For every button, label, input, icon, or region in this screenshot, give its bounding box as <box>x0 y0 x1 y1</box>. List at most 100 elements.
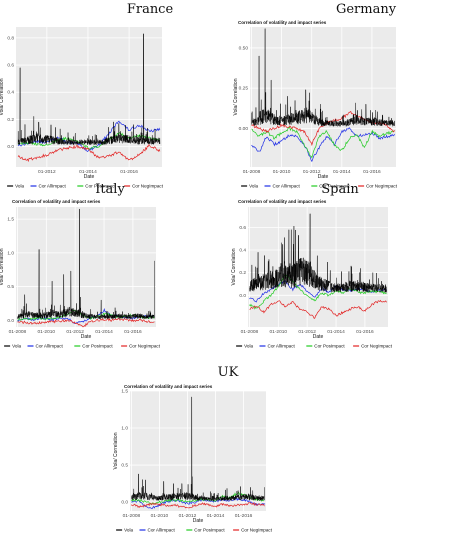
series-line-vola <box>251 28 395 127</box>
plot-area <box>16 27 162 167</box>
x-tick-label: 01-2008 <box>243 169 261 175</box>
legend-label: Cor NegImpact <box>241 528 273 533</box>
country-title: UK <box>217 365 239 380</box>
legend-label: Cor AllImpact <box>36 344 64 349</box>
legend-label: Cor AllImpact <box>268 344 296 349</box>
y-tick-label: 0.00 <box>239 126 249 132</box>
legend-label: Cor AllImpact <box>273 184 301 189</box>
series-line-vola <box>131 396 265 502</box>
x-tick-label: 01-2016 <box>235 513 253 519</box>
y-axis-label: Vola/ Correlation <box>0 78 5 115</box>
x-tick-label: 01-2014 <box>207 513 225 519</box>
y-axis-label: Vola/ Correlation <box>233 78 239 115</box>
legend-label: Vola <box>12 344 21 349</box>
y-tick-label: 0.8 <box>7 35 14 41</box>
y-tick-label: 1.5 <box>7 217 14 223</box>
legend-label: Cor NegImpact <box>129 344 161 349</box>
chart-subtitle: Correlation of volatility and impact ser… <box>12 199 101 204</box>
x-tick-label: 01-2008 <box>9 329 27 335</box>
series-line-vola <box>17 208 155 320</box>
x-tick-label: 01-2016 <box>356 329 374 335</box>
chart-subtitle: Correlation of volatility and impact ser… <box>124 384 213 389</box>
y-tick-label: 0.4 <box>239 248 246 254</box>
series-line-cor-posimpact <box>249 274 387 310</box>
y-tick-label: 1.5 <box>121 389 128 395</box>
y-axis-label: Vola/ Correlation <box>0 248 5 285</box>
x-tick-label: 01-2010 <box>270 329 288 335</box>
country-title: Spain <box>321 182 359 197</box>
x-axis-label: Date <box>313 334 324 340</box>
x-tick-label: 01-2008 <box>241 329 259 335</box>
y-tick-label: 1.0 <box>7 250 14 256</box>
x-tick-label: 01-2014 <box>79 169 97 175</box>
x-tick-label: 01-2012 <box>303 169 321 175</box>
series-line-cor-negimpact <box>17 143 161 163</box>
chart-france: 0.0 0.2 0.4 0.6 0.8 01-2012 01-2014 01-2016 Date… <box>0 27 164 189</box>
series-line-vola <box>17 33 161 146</box>
y-tick-label: 1.0 <box>121 426 128 432</box>
series-line-cor-negimpact <box>249 299 387 319</box>
x-tick-label: 01-2012 <box>298 329 316 335</box>
legend-label: Cor PosImpact <box>85 184 116 189</box>
legend-label: Cor AllImpact <box>148 528 176 533</box>
legend-label: Cor PosImpact <box>194 528 225 533</box>
legend-label: Cor NegImpact <box>132 184 164 189</box>
country-title: Germany <box>335 2 397 17</box>
y-tick-label: 0.0 <box>7 318 14 324</box>
chart-germany: 0.00 0.25 0.50 01-2008 01-2010 01-2012 01-2014… <box>233 27 398 189</box>
y-tick-label: 0.0 <box>121 500 128 506</box>
y-tick-label: 0.2 <box>7 117 14 123</box>
x-axis-label: Date <box>318 174 329 180</box>
chart-uk: 0.0 0.5 1.0 1.5 01-2008 01-2010 01-2012 01-2014… <box>113 389 273 533</box>
chart-spain: 0.0 0.2 0.4 0.6 01-2008 01-2010 01-2012 01-2014… <box>231 207 393 349</box>
legend-label: Cor PosImpact <box>314 344 345 349</box>
legend-label: Vola <box>244 344 253 349</box>
series-line-cor-negimpact <box>17 317 155 328</box>
x-tick-label: 01-2012 <box>38 169 56 175</box>
x-tick-label: 01-2014 <box>333 169 351 175</box>
legend-label: Vola <box>249 184 258 189</box>
plot-area <box>130 391 266 511</box>
country-title: France <box>126 2 174 17</box>
x-tick-label: 01-2012 <box>66 329 84 335</box>
series-line-cor-posimpact <box>251 126 395 159</box>
legend-label: Cor AllImpact <box>39 184 67 189</box>
y-tick-label: 0.6 <box>7 63 14 69</box>
series-line-cor-negimpact <box>131 502 265 509</box>
y-tick-label: 0.4 <box>7 90 14 96</box>
x-axis-label: Date <box>84 174 95 180</box>
y-tick-label: 0.5 <box>121 463 128 469</box>
y-tick-label: 0.25 <box>239 86 249 92</box>
chart-subtitle: Correlation of volatility and impact ser… <box>238 20 327 25</box>
legend-label: Vola <box>15 184 24 189</box>
legend-label: Cor PosImpact <box>319 184 350 189</box>
x-tick-label: 01-2012 <box>179 513 197 519</box>
x-tick-label: 01-2008 <box>123 513 141 519</box>
series-line-cor-allimpact <box>131 497 265 510</box>
x-tick-label: 01-2010 <box>38 329 56 335</box>
legend-label: Cor NegImpact <box>361 344 393 349</box>
legend-label: Cor PosImpact <box>82 344 113 349</box>
y-tick-label: 0.0 <box>239 293 246 299</box>
legend-label: Cor NegImpact <box>366 184 398 189</box>
y-axis-label: Vola/ Correlation <box>231 248 237 285</box>
chart-subtitle: Correlation of volatility and impact ser… <box>238 199 327 204</box>
x-tick-label: 01-2016 <box>124 329 142 335</box>
y-tick-label: 0.2 <box>239 270 246 276</box>
x-tick-label: 01-2016 <box>363 169 381 175</box>
x-tick-label: 01-2010 <box>273 169 291 175</box>
y-axis-label: Vola/ Correlation <box>113 432 119 469</box>
y-tick-label: 0.5 <box>7 284 14 290</box>
x-tick-label: 01-2014 <box>95 329 113 335</box>
y-tick-label: 0.50 <box>239 45 249 51</box>
x-tick-label: 01-2010 <box>151 513 169 519</box>
x-tick-label: 01-2014 <box>327 329 345 335</box>
y-tick-label: 0.0 <box>7 144 14 150</box>
x-axis-label: Date <box>193 518 204 524</box>
x-tick-label: 01-2016 <box>120 169 138 175</box>
x-axis-label: Date <box>81 334 92 340</box>
country-title: Italy <box>95 182 125 197</box>
y-tick-label: 0.6 <box>239 225 246 231</box>
plot-area <box>16 207 156 327</box>
series-line-vola <box>249 213 387 293</box>
